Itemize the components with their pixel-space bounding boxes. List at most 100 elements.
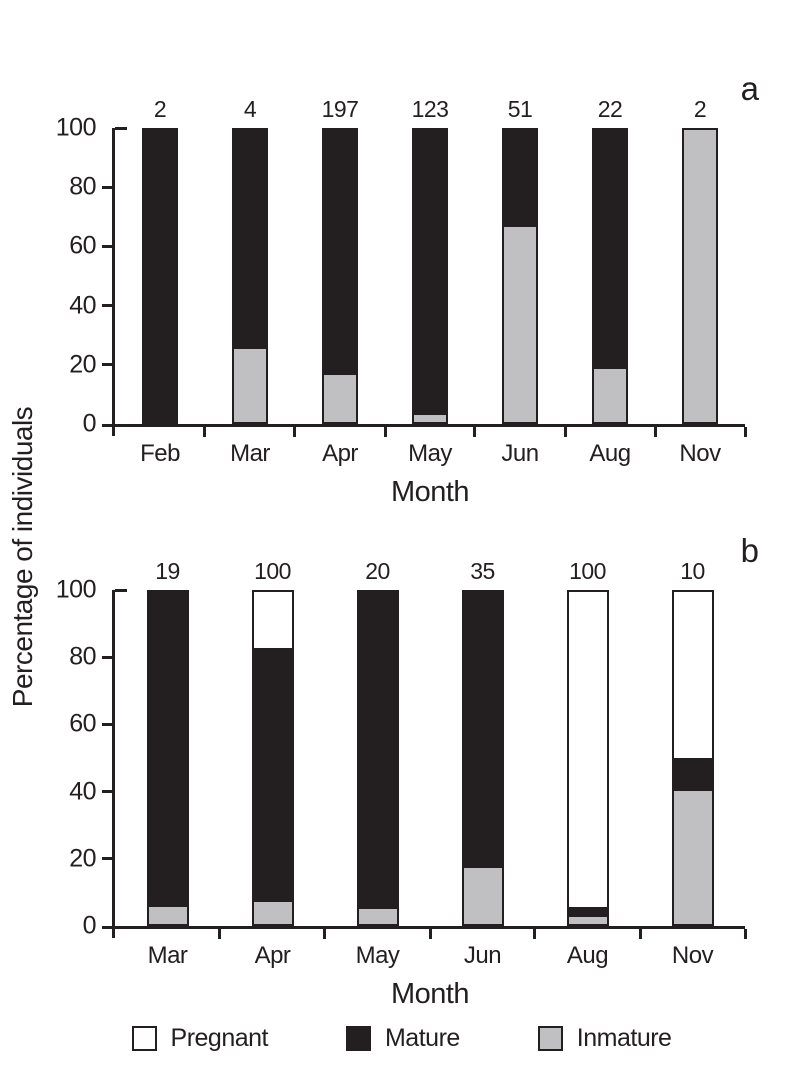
bar-slot-mar: 4 Mar	[205, 96, 295, 467]
stacked-bar-jun	[502, 128, 538, 424]
x-axis-category-label: Mar	[147, 942, 188, 969]
bar-slot-nov: 10 Nov	[640, 558, 745, 969]
stacked-bar-feb	[142, 128, 178, 424]
bar-segment-mature	[324, 130, 356, 376]
x-axis-tick	[563, 427, 567, 437]
x-axis-category-label: Apr	[254, 942, 291, 969]
y-axis-tick-label: 100	[55, 113, 97, 142]
y-axis-line	[112, 128, 115, 436]
bar-count-label: 100	[254, 558, 291, 584]
bar-segment-mature	[504, 130, 536, 228]
legend-swatch-pregnant	[131, 1026, 157, 1051]
bar-slot-feb: 2 Feb	[115, 96, 205, 467]
bar-segment-inmature	[594, 369, 626, 422]
bar-slot-aug: 22 Aug	[565, 96, 655, 467]
stacked-bar-aug	[566, 590, 609, 926]
bar-slot-apr: 100 Apr	[220, 558, 325, 969]
bar-segment-mature	[463, 592, 502, 868]
x-axis-tick	[638, 929, 642, 939]
bar-segment-inmature	[148, 907, 187, 924]
x-axis-category-label: Apr	[322, 440, 358, 467]
x-axis-tick	[743, 929, 747, 939]
bar-segment-pregnant	[568, 592, 607, 908]
bar-segment-inmature	[684, 130, 716, 422]
bar-slot-may: 20 May	[325, 558, 430, 969]
y-axis-tick-label: 0	[82, 911, 97, 940]
bar-count-label: 197	[321, 96, 359, 122]
stacked-bar-mar	[232, 128, 268, 424]
bar-segment-mature	[144, 130, 176, 422]
y-axis-tick-label: 40	[69, 777, 96, 806]
legend-swatch-inmature	[537, 1026, 563, 1051]
bar-slot-may: 123 May	[385, 96, 475, 467]
y-axis-tick-label: 60	[69, 709, 96, 738]
x-axis-tick	[323, 929, 327, 939]
x-axis-tick	[743, 427, 747, 437]
y-axis-tick-label: 80	[69, 642, 96, 671]
stacked-bar-apr	[251, 590, 294, 926]
bar-segment-inmature	[414, 414, 446, 422]
y-axis-tick	[102, 722, 112, 726]
stacked-bar-jun	[461, 590, 504, 926]
bar-slot-apr: 197 Apr	[295, 96, 385, 467]
x-axis-line	[102, 424, 745, 427]
legend-label-inmature: Inmature	[576, 1024, 672, 1052]
bar-segment-inmature	[234, 349, 266, 422]
x-axis-category-label: Jun	[463, 942, 502, 969]
x-axis-title: Month	[390, 476, 470, 508]
y-axis-tick-label: 40	[69, 291, 96, 320]
bar-count-label: 2	[153, 96, 167, 122]
bar-slot-nov: 2 Nov	[655, 96, 745, 467]
x-axis-category-label: Aug	[566, 942, 609, 969]
x-axis-tick	[293, 427, 297, 437]
legend-item-mature: Mature	[345, 1024, 460, 1053]
y-axis-tick-label: 100	[55, 575, 97, 604]
bar-segment-pregnant	[673, 592, 712, 758]
x-axis-tick	[428, 929, 432, 939]
x-axis-tick	[473, 427, 477, 437]
bar-segment-mature	[358, 592, 397, 910]
bar-count-label: 19	[155, 558, 180, 584]
y-axis-tick	[102, 304, 112, 308]
y-axis-tick	[102, 244, 112, 248]
y-axis-top-tick	[115, 589, 127, 592]
bar-count-label: 10	[680, 558, 705, 584]
x-axis-tick	[653, 427, 657, 437]
bar-segment-mature	[594, 130, 626, 370]
y-axis-tick-label: 20	[69, 844, 96, 873]
x-axis-category-label: Jun	[501, 440, 539, 467]
y-axis-line	[112, 590, 115, 938]
bar-slot-jun: 35 Jun	[430, 558, 535, 969]
bar-count-label: 2	[693, 96, 707, 122]
bar-count-label: 22	[597, 96, 623, 122]
y-axis-tick-label: 20	[69, 350, 96, 379]
y-axis-tick	[102, 790, 112, 794]
x-axis-category-label: Aug	[589, 440, 631, 467]
x-axis-title: Month	[390, 978, 470, 1010]
bar-segment-inmature	[504, 227, 536, 422]
bar-segment-inmature	[358, 909, 397, 924]
chart-panel-b: 0 20 40 60 80 100 19 Mar 100 Apr 20 May 35 Jun 100 Aug 1…	[56, 532, 759, 1010]
stacked-bar-mar	[146, 590, 189, 926]
stacked-bar-apr	[322, 128, 358, 424]
panel-letter-b: b	[740, 532, 759, 569]
x-axis-category-label: May	[408, 440, 452, 467]
legend: Pregnant Mature Inmature	[0, 1024, 803, 1053]
bar-segment-inmature	[568, 917, 607, 924]
stacked-bar-nov	[671, 590, 714, 926]
x-axis-tick	[383, 427, 387, 437]
bar-segment-mature	[148, 592, 187, 908]
y-axis-tick	[102, 655, 112, 659]
y-axis-tick	[102, 857, 112, 861]
stacked-bar-nov	[682, 128, 718, 424]
bar-segment-mature	[568, 907, 607, 918]
bar-slot-mar: 19 Mar	[115, 558, 220, 969]
legend-label-mature: Mature	[384, 1024, 460, 1052]
y-axis-tick-label: 0	[82, 409, 97, 438]
bar-segment-mature	[414, 130, 446, 415]
chart-panel-a: 0 20 40 60 80 100 2 Feb 4 Mar 197 Apr 123 May 51 Jun 22 A…	[56, 70, 759, 508]
bar-segment-mature	[673, 758, 712, 792]
stacked-bar-may	[412, 128, 448, 424]
x-axis-category-label: Feb	[140, 440, 180, 467]
